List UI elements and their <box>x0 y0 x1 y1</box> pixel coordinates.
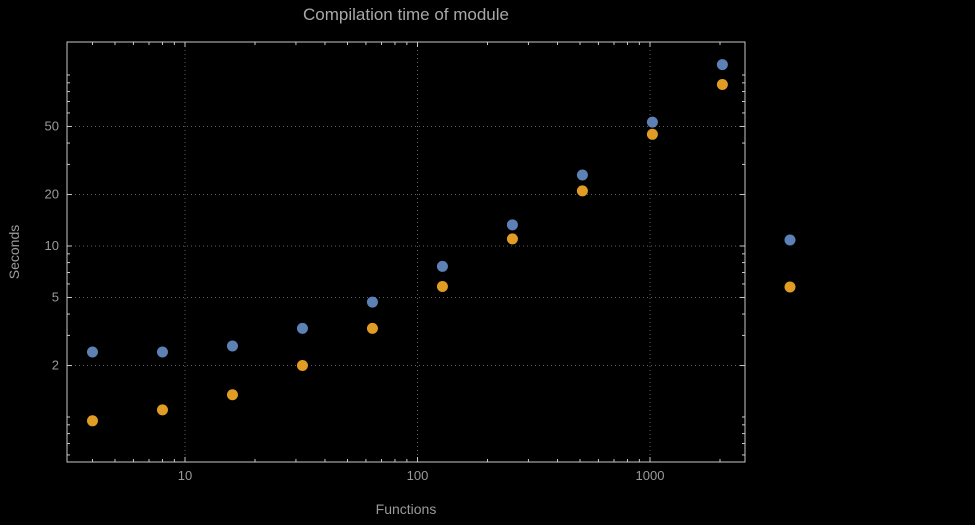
data-point-series-1 <box>86 346 98 358</box>
y-tick-label: 50 <box>45 118 59 133</box>
data-point-series-1 <box>436 260 448 272</box>
x-axis-label: Functions <box>375 501 437 517</box>
y-tick-label: 2 <box>52 358 59 373</box>
data-point-series-1 <box>366 296 378 308</box>
data-point-series-1 <box>646 116 658 128</box>
data-point-series-1 <box>296 322 308 334</box>
data-point-series-2 <box>156 404 168 416</box>
y-tick-label: 10 <box>45 238 59 253</box>
x-tick-label: 100 <box>407 468 429 483</box>
plot-frame <box>66 41 746 463</box>
data-point-series-2 <box>296 360 308 372</box>
x-tick-label: 1000 <box>636 468 665 483</box>
y-tick-label: 5 <box>52 289 59 304</box>
data-point-series-2 <box>646 128 658 140</box>
data-point-series-1 <box>576 169 588 181</box>
data-point-series-2 <box>506 233 518 245</box>
y-tick-label: 20 <box>45 187 59 202</box>
data-point-series-1 <box>506 219 518 231</box>
x-tick-label: 10 <box>178 468 192 483</box>
data-point-series-1 <box>716 59 728 71</box>
legend-marker-series-1 <box>784 234 796 246</box>
data-point-series-2 <box>366 322 378 334</box>
data-point-series-1 <box>156 346 168 358</box>
chart-title: Compilation time of module <box>303 5 509 24</box>
data-point-series-2 <box>226 389 238 401</box>
data-point-series-2 <box>436 280 448 292</box>
data-point-series-2 <box>86 415 98 427</box>
data-point-series-1 <box>226 340 238 352</box>
data-point-series-2 <box>716 78 728 90</box>
data-point-series-2 <box>576 185 588 197</box>
legend-marker-series-2 <box>784 281 796 293</box>
